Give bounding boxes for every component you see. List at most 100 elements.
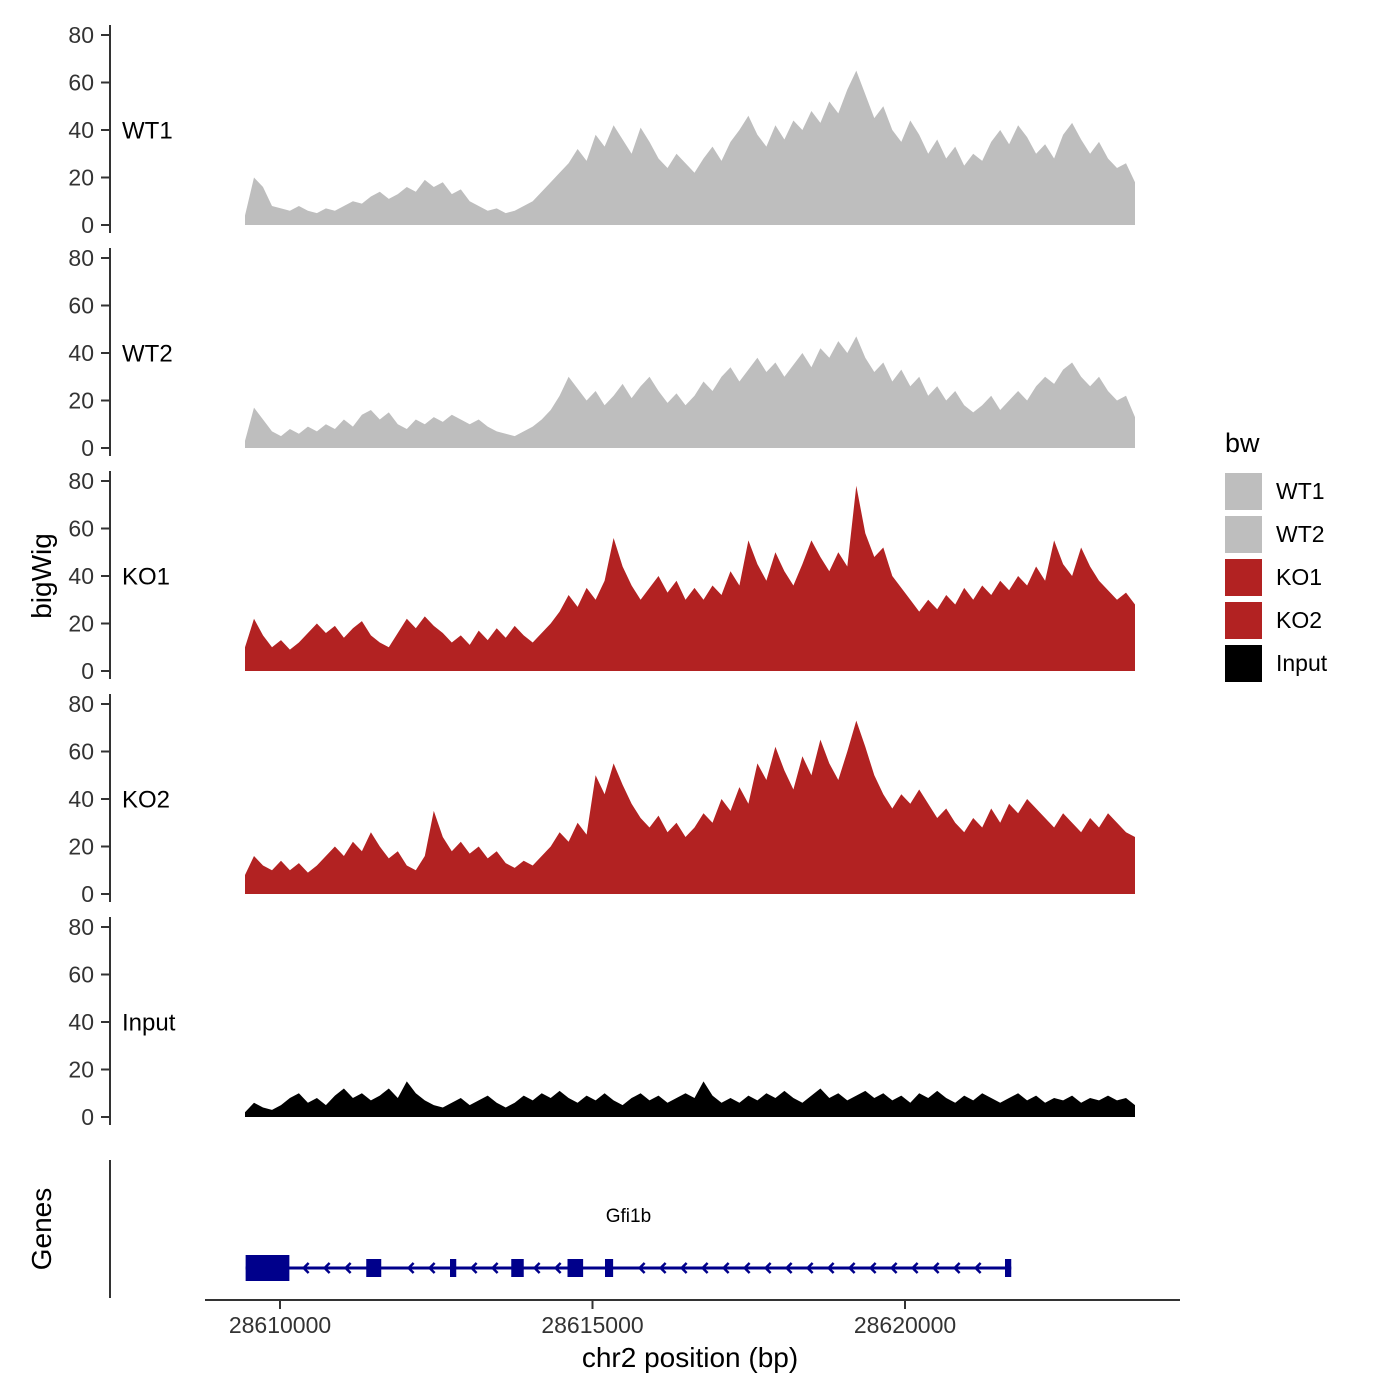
strand-arrow-icon: [889, 1262, 898, 1274]
y-tick-label: 80: [68, 468, 94, 494]
y-tick-label: 60: [68, 739, 94, 765]
strand-arrow-icon: [427, 1262, 436, 1274]
y-tick-label: 0: [81, 435, 94, 461]
y-tick-label: 20: [68, 165, 94, 191]
track-panel-WT1: 0 20 40 60 80 WT1: [68, 22, 1135, 238]
coverage-area-WT1: [245, 70, 1135, 225]
legend-swatch-WT2: [1225, 516, 1262, 553]
legend-label-Input: Input: [1276, 650, 1328, 676]
coverage-area-KO2: [245, 720, 1135, 894]
strand-arrow-icon: [910, 1262, 919, 1274]
x-axis-title: chr2 position (bp): [581, 1342, 799, 1373]
strand-arrow-icon: [637, 1262, 646, 1274]
coverage-area-KO1: [245, 485, 1135, 671]
y-tick-label: 40: [68, 340, 94, 366]
legend-entry-Input: Input: [1225, 645, 1327, 682]
y-tick-label: 40: [68, 1009, 94, 1035]
strand-arrow-icon: [406, 1262, 415, 1274]
track-panel-KO2: 0 20 40 60 80 KO2: [68, 691, 1135, 907]
y-tick-label: 0: [81, 1104, 94, 1130]
strand-arrow-icon: [973, 1262, 982, 1274]
track-label-WT1: WT1: [122, 117, 173, 144]
legend-label-KO2: KO2: [1276, 607, 1323, 633]
legend-swatch-KO1: [1225, 559, 1262, 596]
strand-arrow-icon: [700, 1262, 709, 1274]
legend-title: bw: [1225, 428, 1260, 458]
strand-arrow-icon: [805, 1262, 814, 1274]
legend: bw WT1 WT2 KO1 KO2 Input: [1225, 428, 1327, 688]
x-tick-label: 28610000: [229, 1312, 331, 1338]
gene-exon: [605, 1259, 614, 1277]
strand-arrow-icon: [952, 1262, 961, 1274]
track-panel-KO1: 0 20 40 60 80 KO1: [68, 468, 1135, 684]
y-tick-label: 20: [68, 611, 94, 637]
legend-swatch-Input: [1225, 645, 1262, 682]
legend-entry-KO2: KO2: [1225, 602, 1327, 639]
strand-arrow-icon: [322, 1262, 331, 1274]
y-tick-label: 40: [68, 117, 94, 143]
legend-swatch-KO2: [1225, 602, 1262, 639]
track-label-KO2: KO2: [122, 786, 170, 813]
gene-exon: [245, 1255, 290, 1281]
strand-arrow-icon: [742, 1262, 751, 1274]
strand-arrow-icon: [868, 1262, 877, 1274]
gene-exon: [366, 1259, 382, 1277]
y-tick-label: 0: [81, 881, 94, 907]
legend-entry-WT2: WT2: [1225, 516, 1327, 553]
legend-label-WT1: WT1: [1276, 478, 1325, 504]
y-tick-label: 60: [68, 516, 94, 542]
y-tick-label: 0: [81, 658, 94, 684]
strand-arrow-icon: [931, 1262, 940, 1274]
strand-arrow-icon: [301, 1262, 310, 1274]
track-panel-Input: 0 20 40 60 80 Input: [68, 914, 1135, 1130]
y-tick-label: 80: [68, 22, 94, 48]
y-tick-label: 40: [68, 786, 94, 812]
strand-arrow-icon: [826, 1262, 835, 1274]
x-tick-label: 28620000: [854, 1312, 956, 1338]
y-tick-label: 80: [68, 914, 94, 940]
y-tick-label: 40: [68, 563, 94, 589]
y-tick-label: 20: [68, 388, 94, 414]
gene-exon: [567, 1259, 584, 1277]
gene-model: Gfi1b: [245, 1206, 1012, 1281]
y-tick-label: 80: [68, 245, 94, 271]
strand-arrow-icon: [679, 1262, 688, 1274]
legend-label-KO1: KO1: [1276, 564, 1323, 590]
y-tick-label: 60: [68, 962, 94, 988]
legend-entry-KO1: KO1: [1225, 559, 1327, 596]
strand-arrow-icon: [553, 1262, 562, 1274]
y-tick-label: 60: [68, 293, 94, 319]
legend-label-WT2: WT2: [1276, 521, 1325, 547]
gene-exon: [511, 1259, 524, 1277]
genes-axis-title: Genes: [26, 1187, 57, 1271]
coverage-area-WT2: [245, 336, 1135, 448]
y-tick-label: 80: [68, 691, 94, 717]
legend-entry-WT1: WT1: [1225, 473, 1327, 510]
legend-items: WT1 WT2 KO1 KO2 Input: [1225, 473, 1327, 682]
strand-arrow-icon: [469, 1262, 478, 1274]
strand-arrow-icon: [784, 1262, 793, 1274]
legend-swatch-WT1: [1225, 473, 1262, 510]
strand-arrow-icon: [721, 1262, 730, 1274]
strand-arrow-icon: [343, 1262, 352, 1274]
coverage-area-Input: [245, 1081, 1135, 1117]
gene-exon: [450, 1259, 457, 1277]
strand-arrow-icon: [763, 1262, 772, 1274]
y-tick-label: 60: [68, 70, 94, 96]
track-label-WT2: WT2: [122, 340, 173, 367]
track-label-KO1: KO1: [122, 563, 170, 590]
strand-arrow-icon: [490, 1262, 499, 1274]
x-tick-label: 28615000: [541, 1312, 643, 1338]
track-panel-WT2: 0 20 40 60 80 WT2: [68, 245, 1135, 461]
y-tick-label: 20: [68, 1057, 94, 1083]
y-tick-label: 20: [68, 834, 94, 860]
y-tick-label: 0: [81, 212, 94, 238]
gene-exon: [1005, 1259, 1012, 1277]
track-label-Input: Input: [122, 1009, 176, 1036]
strand-arrow-icon: [658, 1262, 667, 1274]
strand-arrow-icon: [532, 1262, 541, 1274]
gene-name-label: Gfi1b: [606, 1206, 651, 1227]
y-axis-title: bigWig: [26, 533, 57, 619]
